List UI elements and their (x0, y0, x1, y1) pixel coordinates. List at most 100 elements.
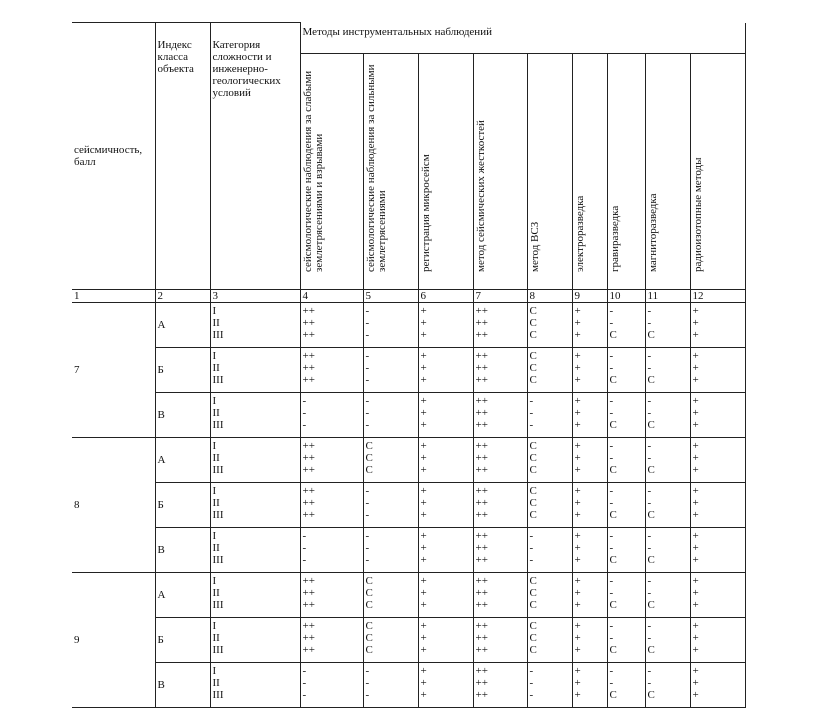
value-cell: + + + (571, 662, 608, 708)
column-number: 7 (472, 289, 528, 303)
value: + (692, 485, 699, 497)
value: + (420, 374, 427, 386)
value: - (302, 689, 307, 701)
value-cell: + + + (571, 482, 608, 528)
value: ++ (475, 497, 488, 509)
value-cell: + + + (689, 617, 746, 663)
value: + (692, 362, 699, 374)
category: I (212, 485, 217, 497)
value: + (420, 677, 427, 689)
value: С (529, 599, 537, 611)
value: - (365, 497, 370, 509)
value: - (647, 485, 652, 497)
value: С (609, 689, 617, 701)
method-header-cell: гравиразведка (606, 53, 646, 290)
value: + (420, 620, 427, 632)
value: ++ (475, 419, 488, 431)
value-cell: + + + (689, 572, 746, 618)
value-cell: ++ ++ ++ (472, 392, 528, 438)
value: С (609, 374, 617, 386)
value: С (529, 374, 537, 386)
value: + (692, 689, 699, 701)
index-cell: Б (154, 617, 211, 663)
value-cell: + + + (417, 527, 474, 573)
value: С (609, 419, 617, 431)
value: + (420, 587, 427, 599)
value-cell: --- (526, 527, 573, 573)
value: ++ (302, 374, 315, 386)
value-cell: + + + (417, 437, 474, 483)
value: ++ (302, 587, 315, 599)
value: - (609, 362, 614, 374)
value-cell: --С (644, 302, 691, 348)
value: ++ (302, 452, 315, 464)
value: ++ (475, 665, 488, 677)
methods-table: сейсмичность, балл Индекс класса объекта… (72, 22, 746, 708)
value-cell: --- (299, 392, 364, 438)
value: + (574, 587, 581, 599)
value: + (420, 665, 427, 677)
method-header-cell: метод сейсмических жесткостей (472, 53, 528, 290)
value-cell: --С (644, 527, 691, 573)
value: + (574, 464, 581, 476)
value: - (609, 665, 614, 677)
value-cell: ++ ++ ++ (299, 437, 364, 483)
value: С (647, 464, 655, 476)
value-cell: --С (606, 662, 646, 708)
category: III (212, 509, 224, 521)
value: - (365, 530, 370, 542)
value: - (529, 554, 534, 566)
value: + (574, 419, 581, 431)
category: III (212, 329, 224, 341)
value-cell: --С (644, 392, 691, 438)
value: - (647, 530, 652, 542)
value: + (574, 509, 581, 521)
value: - (609, 440, 614, 452)
method-header-text: регистрация микросейсм (419, 154, 432, 273)
value: ++ (302, 632, 315, 644)
value: + (420, 632, 427, 644)
value: - (609, 485, 614, 497)
value-cell: + + + (689, 347, 746, 393)
value: - (365, 509, 370, 521)
value: - (647, 317, 652, 329)
value: ++ (475, 440, 488, 452)
column-number: 10 (606, 289, 646, 303)
value: - (302, 419, 307, 431)
value: - (365, 329, 370, 341)
value: С (365, 632, 373, 644)
value: ++ (302, 329, 315, 341)
value: С (529, 509, 537, 521)
value: - (647, 632, 652, 644)
method-header-cell: магниторазведка (644, 53, 691, 290)
value: + (692, 440, 699, 452)
class-row: В I II III - - - - - - + + + ++ ++ ++ - - - + + + - - С - - С + + + (72, 392, 746, 438)
value: - (302, 554, 307, 566)
method-header-text: гравиразведка (608, 206, 621, 273)
value: + (692, 575, 699, 587)
value-cell: ++ ++ ++ (472, 662, 528, 708)
value: + (692, 374, 699, 386)
value: + (692, 542, 699, 554)
value: + (692, 599, 699, 611)
class-row: 7 А I II III ++ ++ ++ - - - + + + ++ ++ ++ С С С + + + - - С - - С + +… (72, 302, 746, 438)
value: С (365, 599, 373, 611)
value-cell: + + + (417, 617, 474, 663)
value: - (609, 677, 614, 689)
value: + (574, 305, 581, 317)
value: ++ (302, 509, 315, 521)
method-header-text: метод сейсмических жесткостей (474, 120, 487, 273)
value-cell: ++ ++ ++ (299, 482, 364, 528)
category-cell: I II III (209, 392, 301, 438)
value: ++ (475, 599, 488, 611)
class-row: Б I II III ++ ++ ++ С С С + + + ++ ++ ++ С С С + + + - - С - - С + + + (72, 617, 746, 663)
value: - (302, 395, 307, 407)
value: + (574, 362, 581, 374)
category: II (212, 362, 220, 374)
value: - (302, 530, 307, 542)
value-cell: + + + (571, 302, 608, 348)
method-header-cell: сейсмологические наблюдения за сильными … (362, 53, 419, 290)
value-cell: --С (644, 437, 691, 483)
value: + (574, 485, 581, 497)
value: + (420, 509, 427, 521)
